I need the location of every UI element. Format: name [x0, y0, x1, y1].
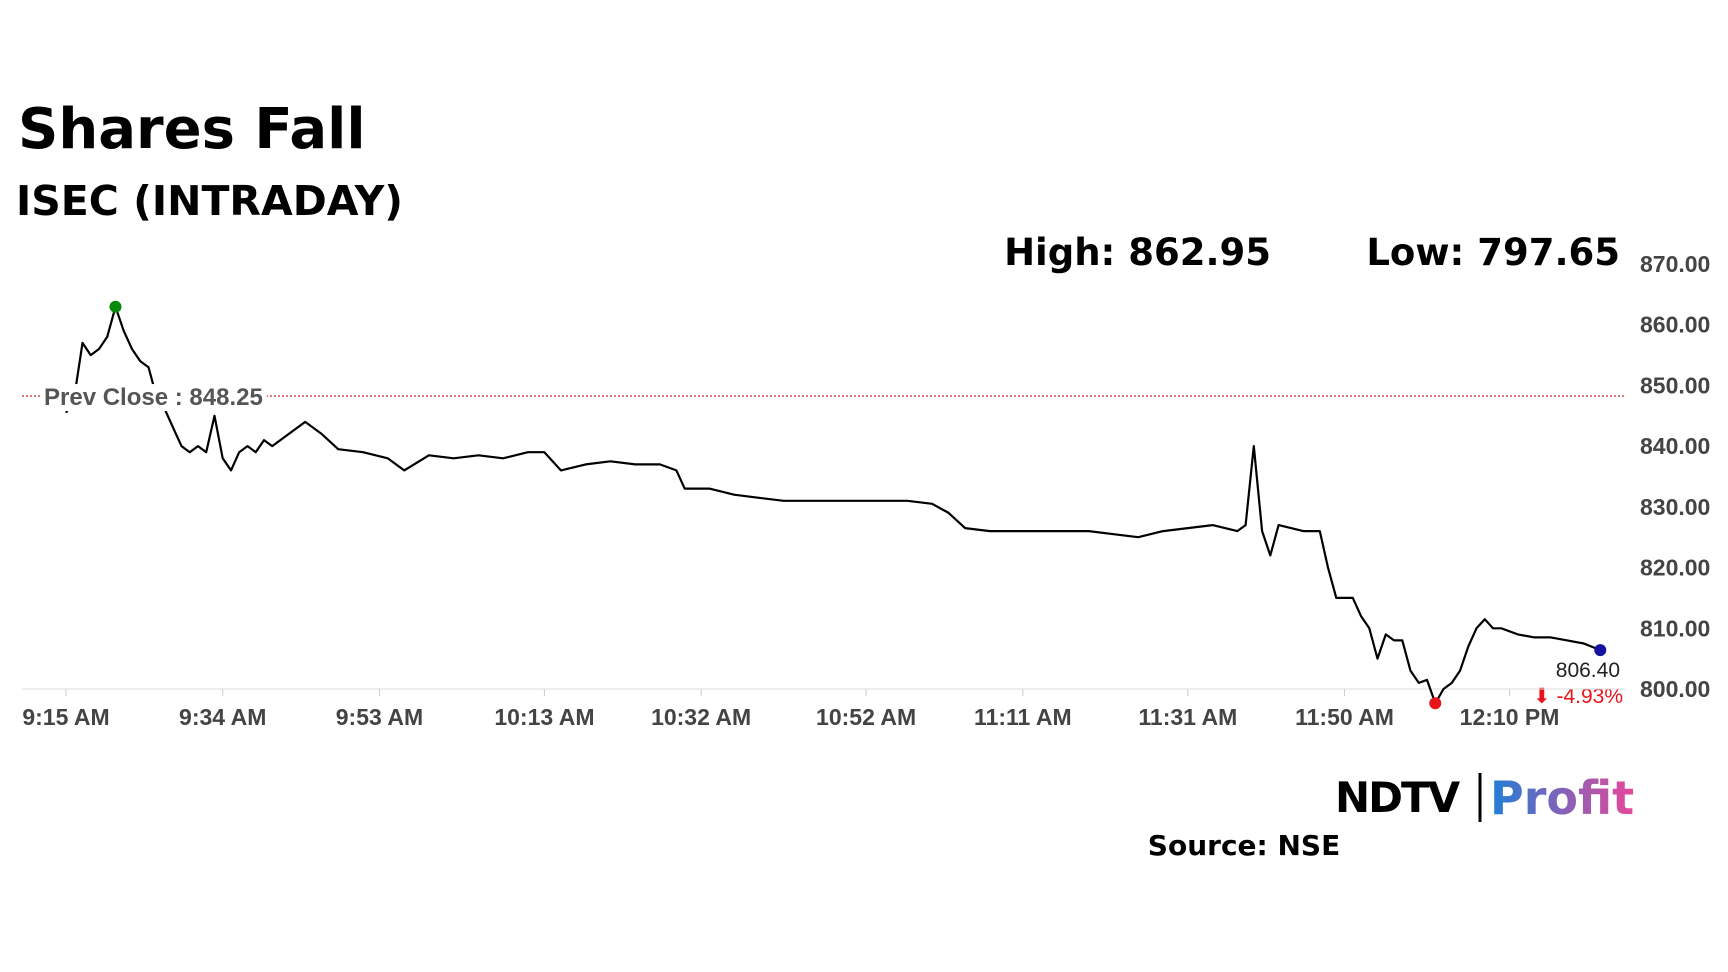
x-tick-label: 10:52 AM — [816, 704, 916, 730]
low-marker — [1429, 697, 1442, 710]
x-tick-label: 11:50 AM — [1295, 704, 1394, 730]
y-tick-label: 870.00 — [1640, 251, 1710, 277]
y-tick-label: 840.00 — [1640, 433, 1710, 459]
high-marker — [109, 300, 122, 313]
y-tick-label: 830.00 — [1640, 494, 1710, 520]
change-label: ⬇ -4.93% — [1533, 685, 1623, 708]
logo-ndtv: NDTV — [1335, 773, 1461, 822]
last-label: 806.40 — [1556, 659, 1620, 682]
x-tick-label: 9:34 AM — [179, 704, 266, 730]
chart-title: Shares Fall — [18, 97, 366, 162]
high-label: High: 862.95 — [1004, 231, 1271, 274]
chart-subtitle: ISEC (INTRADAY) — [16, 177, 403, 225]
y-tick-label: 860.00 — [1640, 312, 1710, 338]
last-marker — [1594, 644, 1607, 657]
y-tick-label: 800.00 — [1640, 676, 1710, 702]
x-tick-label: 12:10 PM — [1460, 704, 1560, 730]
x-tick-label: 10:13 AM — [494, 704, 594, 730]
y-tick-label: 810.00 — [1640, 615, 1710, 641]
prev-close-label: Prev Close : 848.25 — [44, 384, 263, 411]
logo-profit: Profit — [1490, 771, 1634, 825]
x-tick-label: 9:15 AM — [22, 704, 109, 730]
low-label: Low: 797.65 — [1366, 231, 1620, 274]
prev-close-label-bg — [40, 384, 267, 412]
source: Source: NSE — [1148, 829, 1340, 862]
x-tick-label: 11:31 AM — [1138, 704, 1237, 730]
y-tick-label: 850.00 — [1640, 372, 1710, 398]
x-tick-label: 11:11 AM — [974, 704, 1072, 730]
y-tick-label: 820.00 — [1640, 555, 1710, 581]
x-tick-label: 9:53 AM — [336, 704, 423, 730]
x-tick-label: 10:32 AM — [651, 704, 751, 730]
price-line — [65, 305, 1601, 705]
